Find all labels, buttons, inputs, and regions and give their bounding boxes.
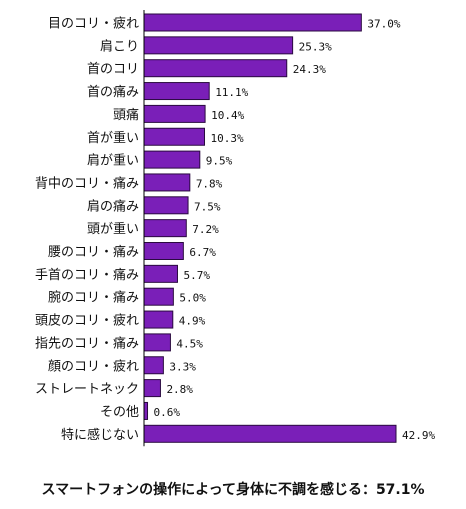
bar — [143, 287, 174, 306]
category-label: 腕のコリ・痛み — [48, 290, 139, 306]
bar — [143, 264, 178, 283]
bar — [143, 401, 149, 420]
value-label: 7.2% — [192, 223, 219, 236]
value-label: 4.9% — [179, 315, 206, 328]
category-label: 首が重い — [87, 130, 139, 146]
bar — [143, 150, 201, 169]
category-label: 顔のコリ・疲れ — [48, 358, 139, 374]
category-label: 頭痛 — [113, 107, 139, 123]
value-label: 42.9% — [402, 429, 435, 442]
bar — [143, 173, 191, 192]
value-label: 37.0% — [367, 18, 400, 31]
bar — [143, 310, 174, 329]
value-label: 3.3% — [169, 360, 196, 373]
category-label: 目のコリ・疲れ — [48, 16, 139, 32]
value-label: 9.5% — [206, 155, 233, 168]
bar — [143, 36, 294, 55]
value-label: 5.7% — [183, 269, 210, 282]
category-label: その他 — [100, 405, 139, 420]
bar — [143, 82, 210, 101]
bar — [143, 219, 187, 238]
category-label: 肩こり — [100, 38, 139, 54]
bar — [143, 196, 189, 215]
value-label: 10.4% — [211, 109, 244, 122]
value-label: 2.8% — [166, 383, 193, 396]
category-label: 指先のコリ・痛み — [35, 335, 139, 351]
value-label: 10.3% — [211, 132, 244, 145]
bar — [143, 13, 362, 32]
bar — [143, 424, 397, 443]
value-label: 7.8% — [196, 177, 223, 190]
bars-group: 目のコリ・疲れ 37.0% 肩こり 25.3% 首のコリ 24.3% 首の痛み 11.1% 頭痛… — [35, 10, 435, 447]
bar — [143, 242, 184, 260]
value-label: 24.3% — [293, 63, 326, 76]
bar — [143, 127, 206, 146]
value-label: 4.5% — [176, 337, 203, 350]
bar — [143, 356, 164, 375]
value-label: 7.5% — [194, 200, 221, 213]
category-label: 肩が重い — [87, 153, 139, 169]
bar — [143, 59, 288, 78]
category-label: 特に感じない — [61, 427, 139, 443]
value-label: 5.0% — [179, 292, 206, 305]
bar — [143, 104, 206, 123]
value-label: 6.7% — [189, 246, 216, 259]
category-label: 首の痛み — [87, 84, 139, 100]
category-label: 頭皮のコリ・疲れ — [35, 313, 139, 329]
summary-footer-text: スマートフォンの操作によって身体に不調を感じる：57.1% — [41, 481, 424, 498]
category-label: 頭が重い — [87, 221, 139, 237]
value-label: 11.1% — [215, 86, 248, 99]
category-label: 首のコリ — [87, 62, 139, 77]
bar — [143, 333, 171, 352]
bar — [143, 379, 161, 398]
value-label: 25.3% — [299, 40, 332, 53]
category-label: 肩の痛み — [87, 198, 139, 214]
category-label: 背中のコリ・痛み — [35, 175, 139, 191]
category-label: ストレートネック — [35, 382, 139, 397]
value-label: 0.6% — [154, 406, 181, 419]
category-label: 手首のコリ・痛み — [35, 267, 139, 283]
category-label: 腰のコリ・痛み — [48, 244, 139, 260]
